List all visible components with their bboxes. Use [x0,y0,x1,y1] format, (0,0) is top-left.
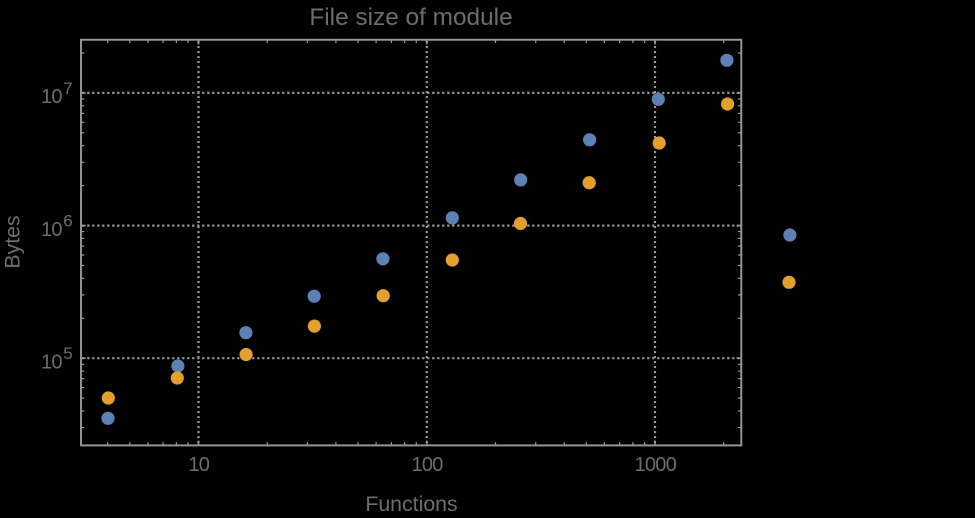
svg-text:Functions: Functions [365,492,457,513]
svg-text:7: 7 [63,79,72,98]
svg-text:10: 10 [188,454,209,476]
svg-text:1000: 1000 [634,454,676,476]
svg-text:10: 10 [41,352,62,374]
svg-text:6: 6 [63,212,72,231]
svg-text:Bytes: Bytes [1,215,25,268]
svg-text:100: 100 [411,454,443,476]
svg-text:10: 10 [41,86,62,108]
svg-text:5: 5 [63,344,72,363]
svg-text:File size of module: File size of module [309,4,512,31]
svg-text:10: 10 [41,219,62,241]
